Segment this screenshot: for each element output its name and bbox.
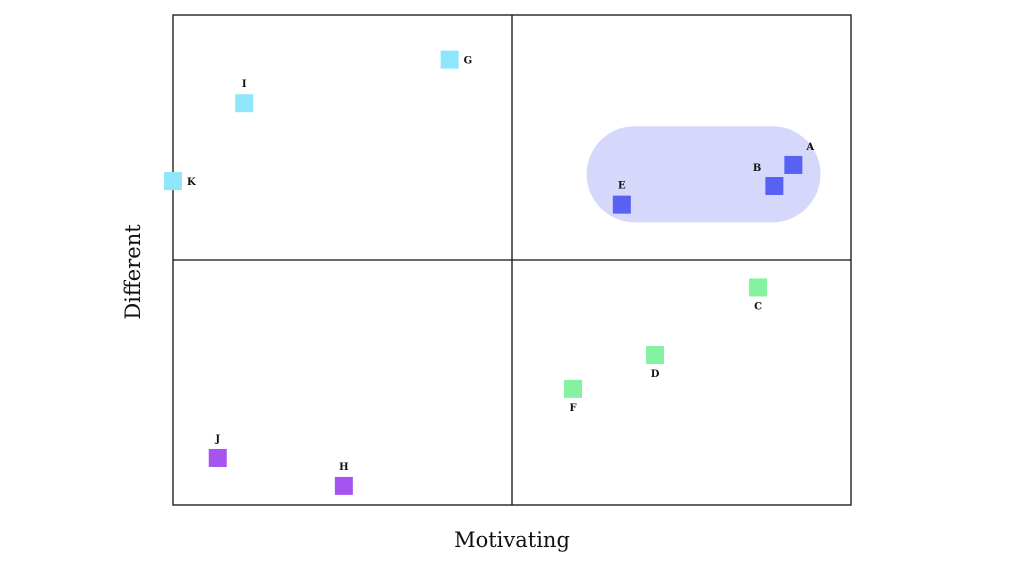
point-label-a: A xyxy=(805,142,814,153)
point-marker-c xyxy=(749,278,768,297)
point-marker-g xyxy=(440,50,459,69)
quadrant-frame xyxy=(172,14,852,506)
points-layer: A B C D E F G H I J K xyxy=(164,50,814,495)
point-marker-b xyxy=(765,177,784,196)
point-marker-d xyxy=(646,346,665,365)
point-marker-i xyxy=(235,94,254,113)
point-marker-a xyxy=(784,155,803,174)
y-axis-title: Different xyxy=(121,224,145,320)
point-label-d: D xyxy=(651,369,660,380)
point-label-k: K xyxy=(187,177,196,188)
point-label-h: H xyxy=(339,462,348,473)
point-label-c: C xyxy=(754,301,762,312)
point-label-j: J xyxy=(214,434,220,445)
point-label-e: E xyxy=(618,181,626,192)
point-marker-k xyxy=(164,172,182,191)
point-label-g: G xyxy=(464,56,473,67)
point-label-i: I xyxy=(242,79,247,90)
point-marker-e xyxy=(612,195,631,214)
highlight-region-shape xyxy=(586,126,821,223)
x-axis-title: Motivating xyxy=(454,528,570,552)
point-label-f: F xyxy=(569,403,576,414)
point-label-b: B xyxy=(753,163,761,174)
point-marker-f xyxy=(564,379,583,398)
point-marker-j xyxy=(208,448,227,467)
point-marker-h xyxy=(334,476,353,495)
